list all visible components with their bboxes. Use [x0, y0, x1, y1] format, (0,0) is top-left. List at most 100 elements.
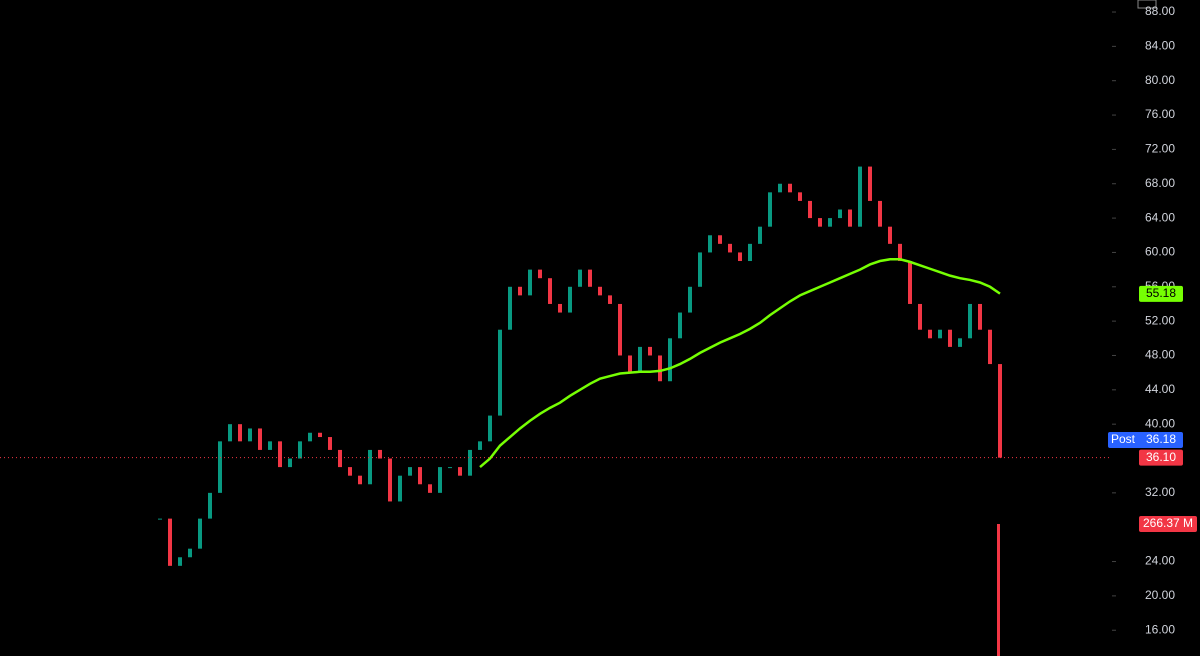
candle: [158, 518, 162, 520]
candle: [638, 346, 642, 373]
candle: [268, 441, 272, 450]
candle: [208, 492, 212, 519]
candle: [688, 286, 692, 313]
last-price-bg: [1139, 449, 1183, 466]
candle: [168, 518, 172, 566]
y-tick-label: 84.00: [1145, 39, 1175, 53]
candle: [698, 252, 702, 287]
candle: [918, 303, 922, 330]
post-name: Post: [1111, 432, 1136, 446]
volume-bar: [997, 524, 1000, 656]
moving-average: [479, 258, 1001, 469]
candle: [418, 467, 422, 485]
candle: [868, 166, 872, 201]
candle: [198, 518, 202, 549]
candle: [838, 209, 842, 219]
y-tick-label: 76.00: [1145, 107, 1175, 121]
y-tick-label: 80.00: [1145, 73, 1175, 87]
candle: [708, 235, 712, 253]
candle: [338, 449, 342, 468]
ma-last-bg: [1139, 285, 1183, 302]
candle: [238, 424, 242, 442]
y-tick-label: 44.00: [1145, 382, 1175, 396]
candle: [508, 286, 512, 330]
corner-box: [1137, 0, 1157, 9]
candle: [518, 286, 522, 296]
y-tick-label: 72.00: [1145, 142, 1175, 156]
candle: [368, 449, 372, 485]
candle: [998, 364, 1002, 458]
candle: [828, 218, 832, 227]
y-tick-label: 64.00: [1145, 210, 1175, 224]
y-tick-label: 20.00: [1145, 588, 1175, 602]
candle: [808, 200, 812, 219]
candle: [758, 226, 762, 244]
candle: [958, 338, 962, 347]
candle: [428, 484, 432, 493]
candle: [948, 329, 952, 347]
post-value: 36.18: [1146, 432, 1176, 446]
candle: [408, 467, 412, 476]
candle: [968, 303, 972, 339]
candle: [668, 338, 672, 382]
candle: [248, 428, 252, 442]
y-tick-label: 68.00: [1145, 176, 1175, 190]
y-tick-label: 32.00: [1145, 485, 1175, 499]
candle: [188, 548, 192, 558]
post-bg: [1108, 431, 1183, 448]
candle: [178, 557, 182, 566]
candle: [898, 243, 902, 262]
y-tick-label: 60.00: [1145, 245, 1175, 259]
candle: [608, 295, 612, 304]
candle: [818, 218, 822, 227]
candle: [558, 303, 562, 313]
candle: [978, 303, 982, 330]
candle: [888, 226, 892, 244]
candle: [288, 458, 292, 468]
candle: [848, 209, 852, 227]
candle: [318, 432, 322, 438]
candle: [658, 355, 662, 382]
candle: [258, 428, 262, 450]
candle: [298, 441, 302, 459]
candle: [438, 467, 442, 493]
candle: [988, 329, 992, 365]
candle: [328, 437, 332, 450]
candle: [788, 183, 792, 193]
candle: [348, 467, 352, 476]
candle: [448, 467, 452, 469]
ma-last: 55.18: [1146, 286, 1176, 300]
y-tick-label: 88.00: [1145, 4, 1175, 18]
candle: [618, 303, 622, 356]
y-tick-label: 40.00: [1145, 416, 1175, 430]
candle: [748, 243, 752, 262]
candle: [778, 183, 782, 193]
candle: [528, 269, 532, 296]
candle: [768, 192, 772, 227]
candle: [908, 261, 912, 304]
last-price: 36.10: [1146, 450, 1176, 464]
candle: [218, 441, 222, 493]
candle: [488, 415, 492, 442]
candle: [278, 441, 282, 468]
candle: [458, 467, 462, 476]
candle: [468, 449, 472, 476]
candle: [628, 355, 632, 373]
candle: [398, 475, 402, 502]
candle: [308, 432, 312, 442]
candle: [228, 424, 232, 442]
candle: [538, 269, 542, 279]
candle: [858, 166, 862, 227]
candle: [798, 192, 802, 201]
candle: [588, 269, 592, 287]
candle: [878, 200, 882, 227]
volume-bg: [1139, 516, 1197, 532]
candle: [678, 312, 682, 339]
candle: [738, 252, 742, 262]
candle: [378, 449, 382, 459]
volume-label: 266.37 M: [1143, 516, 1193, 530]
y-tick-label: 16.00: [1145, 622, 1175, 636]
candle: [928, 329, 932, 339]
y-tick-label: 24.00: [1145, 554, 1175, 568]
